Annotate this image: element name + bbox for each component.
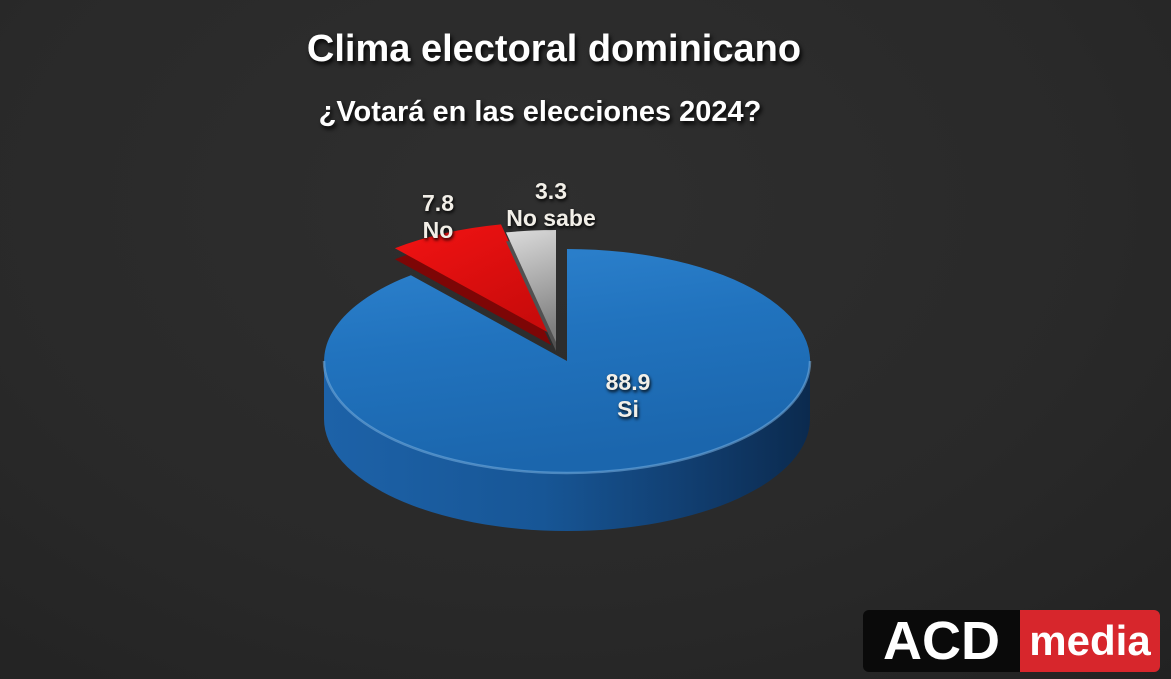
pie-slice-no-sabe [506,230,556,342]
pie-label-no-sabe-text: No sabe [506,205,596,231]
logo-media-box: media [1020,610,1160,672]
pie-slice-si [324,249,811,473]
pie-front-edge-highlight [322,360,812,475]
acd-media-logo: ACD media [863,610,1160,672]
pie-label-no-text: No [422,217,454,243]
pie-label-no-sabe: 3.3 No sabe [506,178,595,232]
pie-label-si-value: 88.9 [605,369,651,395]
pie-label-no-sabe-value: 3.3 [535,178,567,204]
chart-title: Clima electoral dominicano [306,28,802,70]
pie-side-wall [324,361,810,531]
pie-label-no: 7.8 No [422,190,454,244]
chart-subtitle: ¿Votará en las elecciones 2024? [318,96,762,128]
pie-label-si: 88.9 Si [606,369,651,423]
pie-label-no-value: 7.8 [422,190,454,216]
pie-label-si-text: Si [617,396,639,422]
logo-acd-box: ACD [863,610,1020,672]
